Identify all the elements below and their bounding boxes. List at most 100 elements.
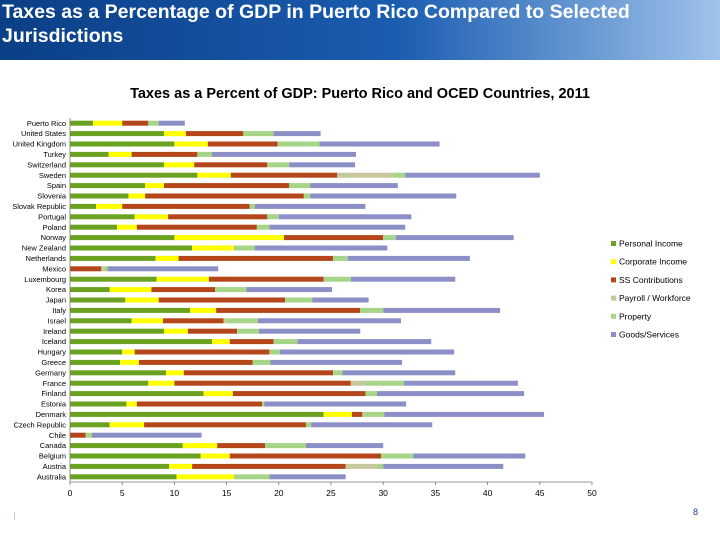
bar-australia-corporate-income [176,474,234,480]
bar-norway-ss-contributions [284,235,384,241]
bar-slovak-republic-corporate-income [96,203,123,209]
bar-italy-corporate-income [190,307,217,313]
legend-swatch-goods-services [611,332,616,337]
bar-luxembourg-ss-contributions [208,276,324,282]
bar-united-states-goods-services [273,131,321,137]
bar-puerto-rico-property [148,120,159,126]
bar-denmark-ss-contributions [351,411,363,417]
bar-austria-personal-income [70,463,170,469]
bar-canada-ss-contributions [217,443,266,449]
category-label-czech-republic: Czech Republic [13,420,66,429]
category-label-slovenia: Slovenia [37,192,67,201]
bar-poland-personal-income [70,224,117,230]
bar-sweden-property [393,172,406,178]
category-label-turkey: Turkey [43,150,66,159]
bar-united-states-ss-contributions [185,131,244,137]
bars-layer [70,120,544,480]
bar-portugal-personal-income [70,214,135,220]
bar-slovenia-ss-contributions [145,193,304,199]
category-label-poland: Poland [43,223,66,232]
bar-estonia-corporate-income [126,401,137,407]
bar-portugal-corporate-income [134,214,169,220]
bar-spain-goods-services [310,183,398,189]
bar-greece-goods-services [270,359,402,365]
bar-united-kingdom-personal-income [70,141,175,147]
bar-switzerland-ss-contributions [194,162,268,168]
bar-hungary-corporate-income [122,349,135,355]
bar-denmark-corporate-income [323,411,352,417]
bar-luxembourg-property [323,276,351,282]
bar-italy-goods-services [383,307,501,313]
bar-italy-personal-income [70,307,191,313]
bar-slovenia-goods-services [310,193,457,199]
bar-slovak-republic-personal-income [70,203,97,209]
bar-germany-personal-income [70,370,167,376]
bar-israel-goods-services [257,318,401,324]
bar-austria-corporate-income [169,463,193,469]
bar-ireland-corporate-income [163,328,188,334]
category-label-france: France [43,379,66,388]
bar-iceland-ss-contributions [229,339,274,345]
bar-united-states-personal-income [70,131,164,137]
category-label-chile: Chile [49,431,66,440]
bar-netherlands-personal-income [70,255,156,261]
bar-spain-corporate-income [145,183,164,189]
bar-denmark-payroll-workforce [362,411,365,417]
bar-mexico-ss-contributions [70,266,102,272]
bar-slovenia-corporate-income [128,193,146,199]
bar-germany-property [333,370,343,376]
bar-iceland-personal-income [70,339,212,345]
category-label-new-zealand: New Zealand [22,244,66,253]
bar-france-goods-services [404,380,518,386]
bar-australia-goods-services [269,474,346,480]
bar-spain-personal-income [70,183,146,189]
bar-spain-ss-contributions [163,183,290,189]
category-label-spain: Spain [47,181,66,190]
bar-netherlands-property [333,255,348,261]
bar-denmark-goods-services [384,411,544,417]
bar-japan-corporate-income [125,297,159,303]
bar-belgium-ss-contributions [229,453,382,459]
bar-poland-goods-services [269,224,406,230]
legend-label-goods-services: Goods/Services [619,330,679,340]
bar-korea-personal-income [70,287,110,293]
bar-france-corporate-income [148,380,175,386]
category-label-italy: Italy [52,306,66,315]
category-label-belgium: Belgium [39,452,66,461]
bar-austria-payroll-workforce [345,463,377,469]
x-tick-label-30: 30 [378,488,388,498]
legend-label-corporate-income: Corporate Income [619,257,687,267]
bar-estonia-goods-services [264,401,407,407]
bar-australia-personal-income [70,474,177,480]
x-tick-label-25: 25 [326,488,336,498]
legend-swatch-corporate-income [611,259,616,265]
bar-iceland-goods-services [297,339,432,345]
bar-israel-property [226,318,258,324]
bar-canada-goods-services [305,443,384,449]
bar-italy-ss-contributions [216,307,361,313]
bar-iceland-corporate-income [211,339,230,345]
bar-sweden-payroll-workforce [337,172,394,178]
bar-greece-property [252,359,271,365]
bar-netherlands-corporate-income [155,255,179,261]
bar-puerto-rico-goods-services [158,120,185,126]
bar-luxembourg-personal-income [70,276,157,282]
category-label-korea: Korea [46,285,67,294]
bar-finland-corporate-income [203,391,233,397]
bar-austria-goods-services [383,463,504,469]
bar-germany-goods-services [342,370,456,376]
x-tick-label-35: 35 [431,488,441,498]
x-tick-label-15: 15 [222,488,232,498]
category-label-australia: Australia [37,472,67,481]
x-tick-label-40: 40 [483,488,493,498]
bar-denmark-personal-income [70,411,324,417]
bar-czech-republic-ss-contributions [144,422,306,428]
x-tick-label-5: 5 [120,488,125,498]
bar-japan-property [285,297,313,303]
category-label-sweden: Sweden [39,171,66,180]
bar-slovenia-property [303,193,311,199]
category-label-portugal: Portugal [38,212,66,221]
bar-korea-ss-contributions [151,287,216,293]
category-label-greece: Greece [41,358,66,367]
